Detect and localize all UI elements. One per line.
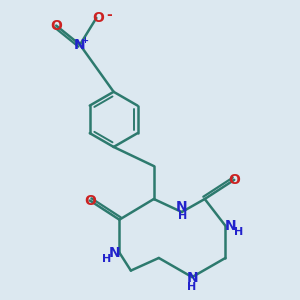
Text: -: - <box>106 8 112 22</box>
Text: +: + <box>81 36 88 45</box>
Text: H: H <box>103 254 112 264</box>
Text: H: H <box>178 211 187 221</box>
Text: H: H <box>234 227 243 237</box>
Text: O: O <box>92 11 104 25</box>
Text: N: N <box>74 38 86 52</box>
Text: O: O <box>50 19 62 33</box>
Text: H: H <box>188 282 197 292</box>
Text: N: N <box>109 246 121 260</box>
Text: N: N <box>225 219 237 233</box>
Text: O: O <box>84 194 96 208</box>
Text: N: N <box>186 271 198 285</box>
Text: N: N <box>176 200 188 214</box>
Text: O: O <box>228 173 240 187</box>
